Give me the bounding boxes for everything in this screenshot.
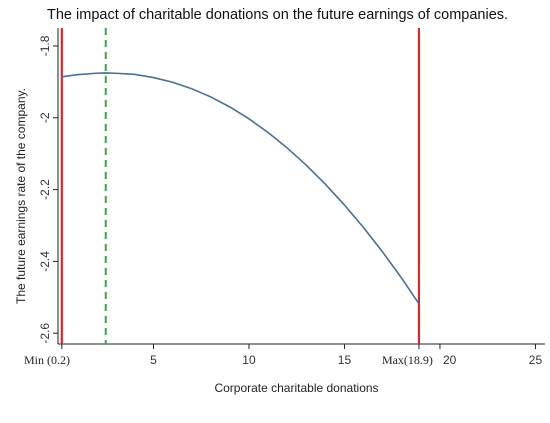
y-tick-label: -2.6 — [38, 323, 52, 344]
series-group — [61, 72, 420, 305]
x-tick-label: 10 — [242, 353, 256, 367]
x-tick-label: 5 — [150, 353, 157, 367]
chart-title: The impact of charitable donations on th… — [47, 7, 508, 23]
x-tick-label: 25 — [529, 353, 543, 367]
reference-lines — [60, 28, 421, 344]
y-tick-label: -2 — [38, 112, 52, 123]
x-tick-label: Min (0.2) — [24, 353, 70, 367]
x-tick-label: Max(18.9) — [382, 353, 433, 367]
prediction-curve — [61, 72, 420, 305]
x-tick-label: 20 — [443, 353, 457, 367]
plot-area — [58, 28, 545, 344]
y-axis-ticks: -1.8 -2 -2.2 -2.4 -2.6 — [38, 35, 58, 344]
x-axis-ticks: Min (0.2) 5 10 15 Max(18.9) 20 25 — [24, 344, 542, 367]
x-axis-label: Corporate charitable donations — [214, 381, 378, 395]
y-tick-label: -1.8 — [38, 35, 52, 56]
y-tick-label: -2.4 — [38, 251, 52, 272]
y-tick-label: -2.2 — [38, 179, 52, 200]
x-tick-label: 15 — [338, 353, 352, 367]
y-axis-label: The future earnings rate of the company. — [14, 88, 28, 304]
